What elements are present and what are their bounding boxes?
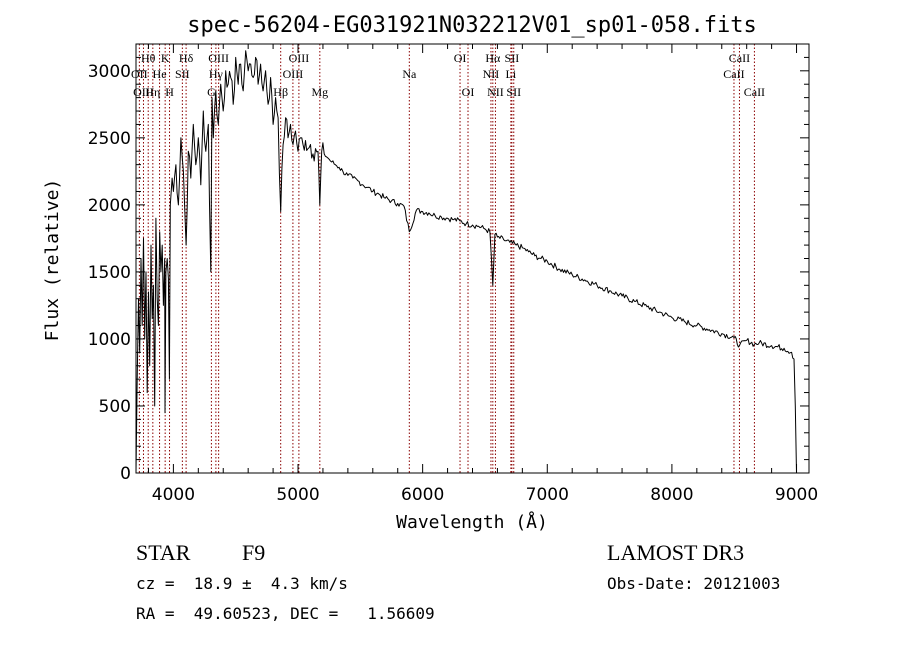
y-tick-label: 2000 [88,196,131,216]
line-label: OI [462,85,475,99]
line-label: SII [175,67,190,81]
y-axis: 0 500 1000 1500 2000 2500 3000 [88,43,809,484]
line-label: CaII [723,67,744,81]
line-label: SII [506,85,521,99]
y-tick-label: 3000 [88,62,131,82]
line-label: Hθ [141,51,156,65]
line-label: Mg [311,85,328,99]
x-axis-label: Wavelength (Å) [396,511,548,533]
coordinates: RA = 49.60523, DEC = 1.56609 [136,604,435,623]
y-tick-label: 1500 [88,263,131,283]
x-tick-label: 7000 [526,485,569,505]
emission-line-markers [138,44,755,473]
line-label: Hη [145,85,160,99]
line-label: NII [487,85,504,99]
y-tick-label: 2500 [88,129,131,149]
line-label: OII [131,67,148,81]
y-axis-label: Flux (relative) [42,179,63,342]
line-label: CaII [729,51,750,65]
line-label: NII [483,67,500,81]
object-subclass: F9 [242,540,266,565]
plot-frame [135,43,810,474]
x-tick-label: 5000 [276,485,319,505]
spectrum-series [135,50,797,474]
line-label: OIII [133,85,154,99]
line-label: Hβ [273,85,288,99]
survey-name: LAMOST DR3 [607,540,745,565]
line-label: CaII [744,85,765,99]
x-tick-label: 6000 [401,485,444,505]
line-label: OI [454,51,467,65]
y-tick-label: 1000 [88,330,131,350]
line-label: SII [505,51,520,65]
x-tick-label: 4000 [152,485,195,505]
line-label: H [165,85,174,99]
x-tick-label: 8000 [650,485,693,505]
line-label: OIII [208,51,229,65]
spectrum-line [135,50,797,474]
line-label: K [161,51,170,65]
y-tick-label: 500 [99,397,131,417]
chart-title: spec-56204-EG031921N032212V01_sp01-058.f… [187,13,757,38]
line-label: OIII [289,51,310,65]
line-label: G [207,85,216,99]
line-label: Na [402,67,417,81]
line-label: OIII [283,67,304,81]
object-class: STAR [136,540,191,565]
line-label: Li [506,67,517,81]
y-tick-label: 0 [120,464,131,484]
line-label: Hγ [209,67,224,81]
line-label: He [153,67,167,81]
obs-date: Obs-Date: 20121003 [607,574,781,593]
x-tick-label: 9000 [775,485,818,505]
line-label: Hδ [179,51,194,65]
line-label: Hα [485,51,501,65]
redshift-readout: cz = 18.9 ± 4.3 km/s [136,574,348,593]
x-axis: 4000 5000 6000 7000 8000 9000 [147,44,818,505]
